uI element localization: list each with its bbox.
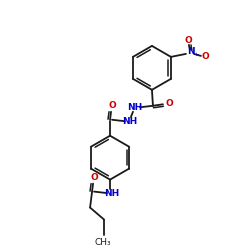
Text: NH: NH: [127, 103, 142, 112]
Text: O: O: [165, 99, 173, 108]
Text: O: O: [184, 36, 192, 46]
Text: NH: NH: [122, 117, 138, 126]
Text: O: O: [201, 52, 209, 62]
Text: CH₃: CH₃: [95, 238, 111, 248]
Text: O: O: [90, 173, 98, 182]
Text: N: N: [187, 48, 195, 56]
Text: +: +: [193, 52, 198, 57]
Text: NH: NH: [104, 189, 120, 198]
Text: O: O: [108, 101, 116, 110]
